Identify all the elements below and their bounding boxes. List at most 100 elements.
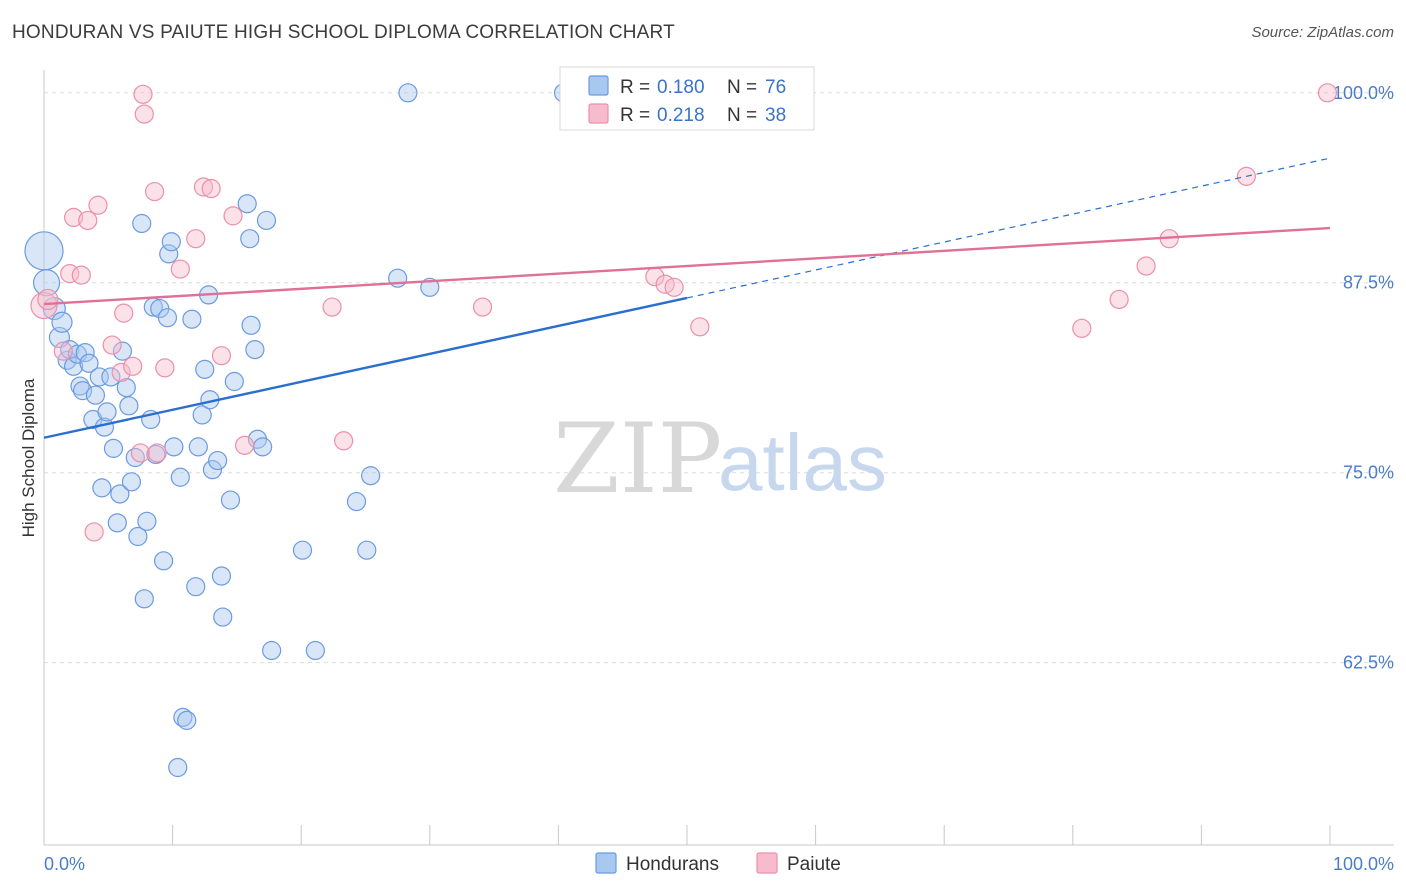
legend-paiute-n-label: N =: [727, 105, 757, 126]
point-hondurans: [51, 311, 73, 333]
point-paiute: [102, 335, 122, 355]
point-paiute: [53, 341, 73, 361]
point-hondurans: [128, 526, 148, 547]
point-hondurans: [361, 466, 381, 486]
legend-bottom-paiute-swatch: [756, 852, 778, 874]
point-hondurans: [159, 244, 179, 264]
point-hondurans: [305, 640, 325, 661]
watermark-atlas: atlas: [718, 418, 887, 507]
point-hondurans: [211, 566, 232, 586]
point-paiute: [1136, 256, 1156, 276]
point-hondurans: [153, 551, 174, 571]
point-hondurans: [213, 607, 233, 627]
point-hondurans: [146, 444, 166, 465]
x-axis-ticks: [172, 825, 1331, 845]
point-hondurans: [121, 472, 142, 492]
y-tick-labels: 62.5% 75.0% 87.5% 100.0%: [1333, 83, 1394, 673]
point-paiute: [144, 181, 165, 202]
legend-hondurans-n-value: 76: [765, 77, 786, 98]
legend-hondurans-swatch: [588, 75, 609, 96]
point-hondurans: [220, 490, 241, 510]
point-hondurans: [202, 460, 223, 480]
point-hondurans: [103, 438, 124, 458]
point-hondurans: [346, 491, 367, 512]
y-tick-label: 87.5%: [1343, 273, 1394, 293]
point-hondurans: [161, 232, 181, 252]
point-hondurans: [420, 277, 440, 297]
y-tick-label: 75.0%: [1343, 463, 1394, 483]
legend-hondurans-r-value: 0.180: [657, 77, 705, 98]
point-paiute: [84, 522, 104, 542]
watermark: ZIP atlas: [553, 403, 887, 515]
legend-bottom-hondurans-label: Hondurans: [626, 854, 719, 875]
legend-paiute-swatch: [588, 103, 609, 124]
point-hondurans: [168, 757, 188, 778]
point-paiute: [223, 206, 243, 226]
point-hondurans: [208, 450, 228, 471]
watermark-zip: ZIP: [553, 403, 722, 515]
legend-paiute-r-label: R =: [620, 105, 650, 126]
point-hondurans: [85, 385, 106, 405]
source-label: Source: ZipAtlas.com: [1251, 24, 1394, 41]
point-hondurans: [132, 213, 152, 234]
point-paiute: [114, 303, 134, 323]
point-paiute: [170, 259, 190, 279]
legend-stats: R = 0.180 N = 76 R = 0.218 N = 38: [559, 66, 815, 131]
y-axis-title: High School Diploma: [19, 378, 38, 537]
point-hondurans: [112, 341, 133, 361]
series-paiute-points: [30, 83, 1338, 542]
trendline-hondurans: [43, 296, 688, 439]
point-paiute: [37, 288, 59, 311]
point-hondurans: [134, 589, 154, 609]
point-hondurans: [32, 269, 61, 297]
point-paiute: [211, 346, 232, 366]
trendline-hondurans-extension: [686, 157, 1331, 299]
point-hondurans: [137, 511, 157, 531]
point-paiute: [78, 210, 98, 231]
point-paiute: [63, 207, 84, 228]
point-hondurans: [188, 437, 208, 457]
point-hondurans: [110, 484, 130, 504]
axes: [43, 70, 1394, 846]
point-paiute: [472, 297, 493, 317]
point-paiute: [134, 104, 154, 124]
point-hondurans: [164, 437, 184, 457]
point-hondurans: [245, 340, 265, 360]
trendline-paiute: [43, 226, 1331, 306]
point-hondurans: [97, 402, 117, 422]
point-paiute: [123, 356, 143, 376]
point-paiute: [147, 443, 167, 463]
point-hondurans: [398, 83, 418, 103]
grid-lines: [44, 92, 1394, 664]
point-hondurans: [240, 229, 260, 249]
point-hondurans: [75, 343, 95, 363]
point-hondurans: [253, 437, 273, 457]
point-hondurans: [182, 309, 202, 329]
point-paiute: [1109, 289, 1129, 310]
point-paiute: [235, 435, 255, 455]
point-hondurans: [101, 367, 121, 387]
x-tick-label-max: 100.0%: [1333, 854, 1394, 874]
point-paiute: [322, 297, 342, 317]
point-hondurans: [192, 405, 212, 425]
point-paiute: [88, 195, 108, 215]
point-hondurans: [79, 353, 99, 373]
legend-bottom-hondurans-swatch: [595, 852, 617, 874]
legend-hondurans-r-label: R =: [620, 77, 650, 98]
point-hondurans: [186, 577, 206, 597]
point-hondurans: [89, 367, 109, 387]
point-paiute: [133, 84, 153, 104]
point-hondurans: [241, 315, 261, 335]
point-paiute: [664, 277, 684, 297]
point-hondurans: [224, 371, 244, 392]
point-hondurans: [92, 478, 112, 498]
point-paiute: [1072, 318, 1092, 338]
point-hondurans: [170, 467, 190, 487]
y-tick-label: 100.0%: [1333, 83, 1394, 103]
point-hondurans: [195, 359, 215, 379]
point-paiute: [71, 265, 91, 285]
point-paiute: [201, 178, 221, 199]
point-paiute: [130, 443, 151, 463]
point-hondurans: [157, 308, 178, 328]
